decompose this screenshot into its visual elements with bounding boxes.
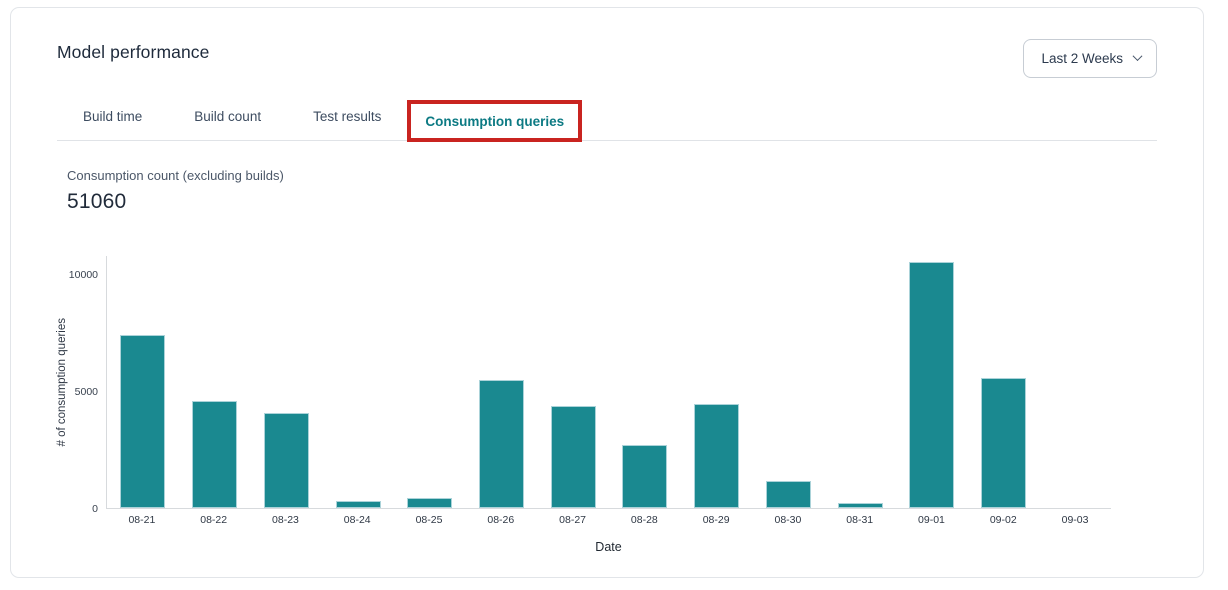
y-tick-label: 5000	[74, 385, 98, 398]
bar-slot	[466, 256, 538, 508]
bar-08-30[interactable]	[765, 481, 811, 508]
page-title: Model performance	[57, 42, 210, 62]
bar-slot	[322, 256, 394, 508]
x-tick-label: 08-23	[272, 514, 299, 526]
bar-slot	[968, 256, 1040, 508]
bar-08-28[interactable]	[622, 445, 668, 508]
y-tick-label: 0	[92, 503, 98, 515]
tab-test-results[interactable]: Test results	[313, 109, 382, 124]
x-tick-label: 08-28	[630, 514, 658, 526]
bar-08-26[interactable]	[478, 380, 524, 508]
tab-build-time[interactable]: Build time	[83, 109, 143, 124]
x-tick-label: 08-22	[200, 514, 228, 526]
bar-08-31[interactable]	[837, 503, 883, 508]
time-range-value: Last 2 Weeks	[1041, 51, 1123, 66]
bar-slot	[681, 256, 753, 508]
x-tick-label: 08-26	[487, 514, 515, 526]
bars-container	[107, 256, 1111, 508]
plot-area	[106, 256, 1111, 509]
consumption-queries-bar-chart: 0 5000 10000 # of consumption queries 08-2…	[11, 256, 1203, 566]
x-tick-label: 08-30	[774, 514, 802, 526]
bar-08-24[interactable]	[335, 501, 381, 508]
bar-slot	[609, 256, 681, 508]
x-tick-label: 09-02	[989, 514, 1017, 526]
time-range-select[interactable]: Last 2 Weeks	[1023, 39, 1157, 78]
bar-slot	[752, 256, 824, 508]
bar-09-02[interactable]	[980, 378, 1026, 508]
x-tick-label: 08-21	[128, 514, 156, 526]
bar-08-23[interactable]	[263, 413, 309, 508]
x-tick-label: 08-31	[846, 514, 874, 526]
metric-summary: Consumption count (excluding builds) 510…	[67, 168, 284, 214]
x-tick-label: 08-27	[559, 514, 586, 526]
bar-slot	[824, 256, 896, 508]
y-tick-label: 10000	[68, 268, 98, 281]
x-axis-ticks: 08-21 08-22 08-23 08-24 08-25 08-26 08-27 08-28…	[106, 514, 1111, 526]
x-axis-title: Date	[595, 540, 622, 554]
bar-slot	[250, 256, 322, 508]
x-tick-label: 09-03	[1061, 514, 1089, 526]
x-tick-label: 08-25	[415, 514, 443, 526]
bar-09-01[interactable]	[909, 262, 955, 508]
y-axis-ticks: 0 5000 10000	[11, 256, 98, 515]
y-axis-title: # of consumption queries	[56, 318, 68, 447]
tab-bar: Build time Build count Test results Cons…	[57, 95, 1157, 142]
tab-build-count[interactable]: Build count	[194, 109, 262, 124]
bar-08-25[interactable]	[407, 498, 453, 508]
x-tick-label: 09-01	[918, 514, 945, 526]
bar-08-22[interactable]	[192, 401, 238, 508]
bar-slot	[179, 256, 251, 508]
metric-label: Consumption count (excluding builds)	[67, 168, 284, 183]
x-tick-label: 08-29	[702, 514, 730, 526]
x-tick-label: 08-24	[343, 514, 371, 526]
bar-08-29[interactable]	[694, 404, 740, 508]
model-performance-card: Model performance Last 2 Weeks Build tim…	[10, 7, 1204, 578]
bar-slot	[1039, 256, 1111, 508]
bar-slot	[107, 256, 179, 508]
bar-08-21[interactable]	[120, 335, 166, 508]
bar-slot	[537, 256, 609, 508]
bar-slot	[394, 256, 466, 508]
chevron-down-icon	[1132, 50, 1143, 61]
metric-value: 51060	[67, 190, 127, 213]
bar-08-27[interactable]	[550, 406, 596, 508]
bar-slot	[896, 256, 968, 508]
tab-consumption-queries[interactable]: Consumption queries	[407, 100, 583, 142]
